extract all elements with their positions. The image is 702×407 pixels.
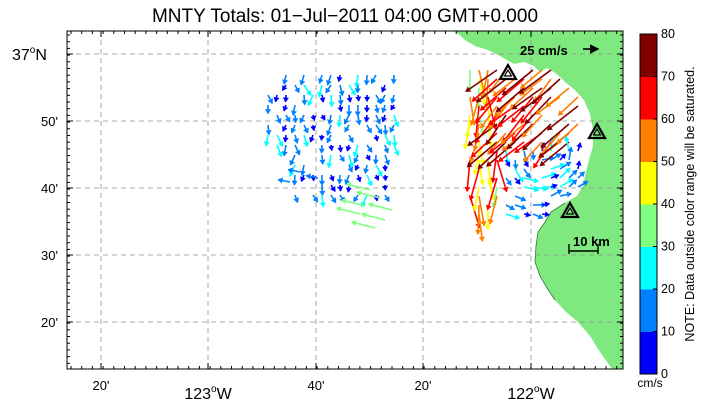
lat-label: 40' (41, 181, 58, 196)
colorbar-tick-label: 60 (661, 112, 675, 126)
scale-bar-label: 10 km (573, 234, 610, 249)
current-vector (518, 69, 552, 94)
colorbar-tick-label: 10 (661, 325, 675, 339)
current-vector (497, 105, 525, 128)
lon-label: 40' (308, 378, 325, 393)
lon-label-major: 122oW (507, 384, 555, 403)
colorbar-swatch (640, 331, 657, 375)
current-vector (478, 213, 484, 242)
current-vector (532, 78, 561, 105)
colorbar-swatch (640, 76, 657, 120)
radar-sites (498, 62, 607, 219)
current-vector (501, 69, 534, 96)
current-vector (466, 141, 498, 168)
current-vector (480, 105, 498, 129)
current-vector (557, 96, 579, 116)
colorbar-unit: cm/s (637, 376, 662, 390)
colorbar-swatch (640, 161, 657, 205)
triangle-marker-icon (498, 62, 518, 81)
colorbar-note: NOTE: Data outside color range will be s… (683, 66, 697, 341)
current-vector (470, 132, 498, 158)
current-vector (522, 123, 552, 151)
current-vector (479, 87, 507, 111)
map-frame (66, 30, 624, 370)
current-vector (541, 132, 561, 154)
reference-vector-label: 25 cm/s (520, 43, 568, 58)
current-vector (545, 87, 570, 108)
scale-bar (568, 244, 599, 254)
colorbar-tick-label: 40 (661, 197, 675, 211)
colorbar-tick-label: 80 (661, 27, 675, 41)
current-vector (502, 114, 525, 143)
current-vector (469, 96, 476, 125)
lon-label: 20' (415, 378, 432, 393)
colorbar-swatch (640, 119, 657, 162)
lat-label: 50' (41, 114, 58, 129)
current-vector (520, 96, 543, 124)
current-vector (485, 114, 507, 146)
current-vector (540, 123, 570, 149)
current-vector-field (263, 69, 589, 242)
longitude-labels: 20' 123oW 40' 20' 122oW (93, 378, 556, 403)
current-vector (476, 78, 507, 103)
colorbar: 0 10 20 30 40 50 60 70 80 (639, 27, 675, 381)
lat-label: 30' (41, 248, 58, 263)
current-vector (523, 141, 543, 162)
current-vector (547, 105, 579, 131)
colorbar-tick-label: 0 (661, 367, 668, 381)
lon-label-major: 123oW (184, 384, 232, 403)
colorbar-swatch (640, 246, 657, 290)
lat-label-major: 37oN (12, 45, 47, 64)
triangle-marker-icon (587, 121, 607, 140)
colorbar-tick-label: 20 (661, 282, 675, 296)
current-vector (512, 87, 543, 110)
current-vector (486, 177, 498, 210)
current-vector (465, 69, 498, 93)
current-vector (489, 195, 498, 225)
lat-label: 20' (41, 315, 58, 330)
colorbar-swatch (640, 289, 657, 332)
colorbar-swatch (640, 204, 657, 247)
latitude-labels: 37oN 50' 40' 30' 20' (12, 45, 58, 330)
current-vector (556, 123, 579, 144)
current-vector (478, 195, 486, 226)
current-vector (500, 123, 525, 145)
current-vector (471, 78, 498, 102)
map-title: MNTY Totals: 01−Jul−2011 04:00 GMT+0.000 (152, 6, 538, 27)
lon-label: 20' (93, 378, 110, 393)
current-vector (491, 150, 498, 183)
current-vector (477, 204, 480, 235)
current-vector (520, 69, 543, 89)
current-vector (521, 114, 543, 138)
current-vector (478, 69, 487, 98)
colorbar-tick-label: 50 (661, 155, 675, 169)
current-vector (496, 159, 508, 192)
land-mass (455, 31, 623, 369)
colorbar-tick-label: 70 (661, 70, 675, 84)
current-vector (481, 69, 489, 100)
current-vector (475, 96, 498, 124)
colorbar-swatch (640, 34, 657, 77)
current-vector (493, 96, 516, 117)
current-vector (539, 141, 570, 167)
triangle-marker-icon (560, 200, 580, 219)
current-vector (498, 141, 525, 163)
current-vector (496, 78, 525, 103)
current-vector (488, 105, 516, 126)
current-vector (469, 168, 480, 201)
current-vector (495, 87, 525, 113)
current-vector (477, 141, 507, 170)
current-vector (506, 123, 534, 150)
current-vector (492, 78, 516, 97)
colorbar-tick-label: 30 (661, 240, 675, 254)
